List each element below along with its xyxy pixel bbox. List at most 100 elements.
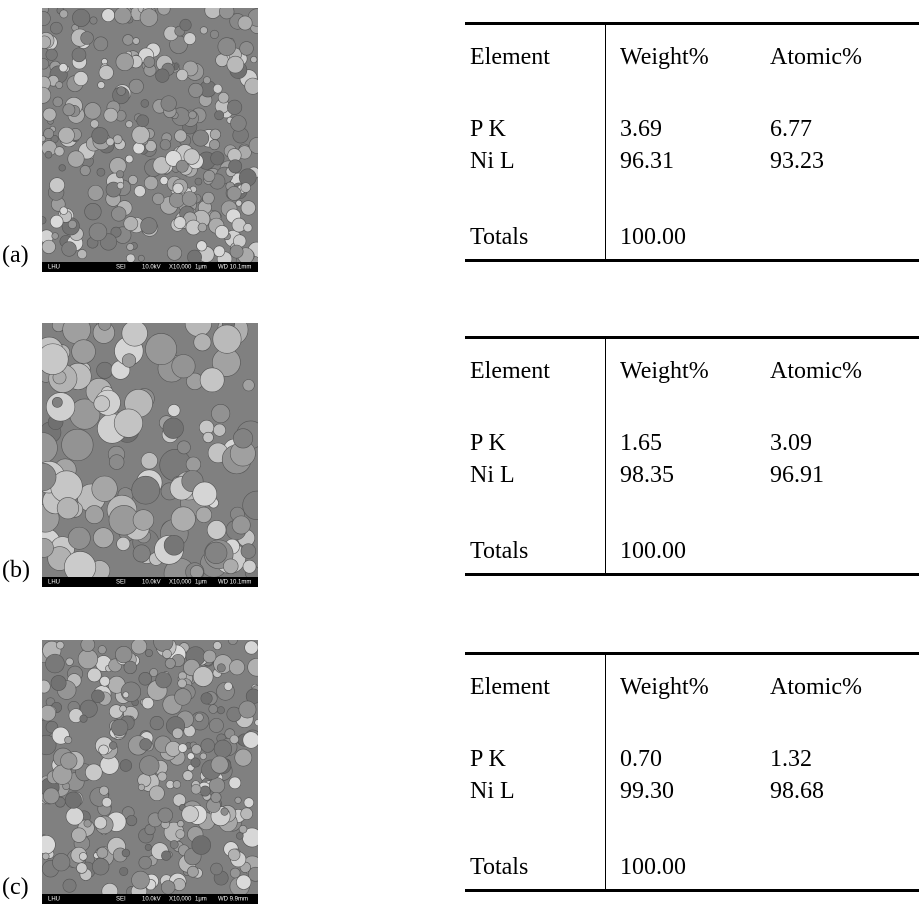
- grain: [116, 171, 123, 178]
- grain: [230, 245, 243, 258]
- grain: [191, 744, 201, 754]
- table-cell: Ni L: [470, 461, 515, 489]
- grain: [121, 682, 141, 702]
- grain: [244, 798, 254, 808]
- grain: [72, 9, 89, 26]
- table-cell: P K: [470, 115, 506, 143]
- grain: [193, 482, 217, 506]
- sem-info-text: LHU: [48, 897, 60, 903]
- grain: [85, 506, 103, 524]
- grain: [192, 836, 211, 855]
- grain: [227, 56, 244, 73]
- grain: [94, 817, 106, 829]
- sem-info-text: WD 10.1mm: [218, 265, 251, 271]
- grain: [104, 108, 118, 122]
- grain: [201, 693, 212, 704]
- grain: [42, 240, 55, 253]
- grain: [217, 707, 224, 714]
- column-divider: [605, 339, 606, 573]
- grain: [224, 682, 232, 690]
- grain: [59, 63, 68, 72]
- grain: [56, 641, 64, 649]
- grain: [156, 672, 172, 688]
- grain: [113, 135, 122, 144]
- table-cell: 100.00: [620, 223, 686, 251]
- eds-table: ElementWeight%Atomic%P K1.653.09Ni L98.3…: [465, 336, 919, 576]
- grain: [142, 697, 154, 709]
- grain: [221, 808, 229, 816]
- grain: [200, 753, 207, 760]
- table-cell: 6.77: [770, 115, 812, 143]
- grain: [74, 71, 88, 85]
- grain: [72, 340, 96, 364]
- grain: [243, 560, 256, 573]
- grain: [120, 705, 127, 712]
- grain: [114, 8, 131, 24]
- grain: [144, 176, 158, 190]
- grain: [230, 868, 240, 878]
- grain: [227, 100, 241, 114]
- grain: [173, 183, 183, 193]
- grain: [186, 457, 201, 472]
- eds-table: ElementWeight%Atomic%P K0.701.32Ni L99.3…: [465, 652, 919, 892]
- grain: [78, 649, 98, 669]
- sem-info-text: SEI: [116, 265, 126, 271]
- sem-info-text: X10,000: [169, 897, 192, 903]
- grain: [60, 10, 68, 18]
- grain: [55, 147, 64, 156]
- grain: [126, 815, 136, 825]
- grain: [72, 828, 87, 843]
- grain: [62, 429, 94, 461]
- grain: [178, 679, 187, 688]
- grain: [114, 409, 142, 437]
- sem-info-text: X10,000: [169, 580, 192, 586]
- grain: [76, 863, 87, 874]
- grain: [203, 650, 216, 663]
- grain: [213, 84, 222, 93]
- grain: [145, 649, 152, 656]
- table-cell: 3.09: [770, 429, 812, 457]
- sem-info-text: WD 9.9mm: [218, 897, 248, 903]
- grain: [68, 151, 84, 167]
- column-divider: [605, 25, 606, 259]
- grain: [211, 404, 229, 422]
- grain: [145, 844, 151, 850]
- grain: [213, 325, 241, 353]
- panel-label: (b): [2, 557, 30, 584]
- grain: [245, 78, 258, 94]
- grain: [92, 858, 109, 875]
- table-cell: Totals: [470, 537, 528, 565]
- grain: [43, 788, 59, 804]
- grain: [125, 155, 133, 163]
- table-cell: Element: [470, 357, 550, 385]
- grain: [243, 732, 258, 749]
- grain: [173, 781, 181, 789]
- grain: [236, 832, 243, 839]
- table-cell: P K: [470, 429, 506, 457]
- grain: [223, 559, 238, 574]
- grain: [117, 182, 124, 189]
- grain: [109, 742, 117, 750]
- grain: [210, 30, 218, 38]
- grain: [52, 397, 62, 407]
- grain: [195, 178, 202, 185]
- table-cell: 100.00: [620, 853, 686, 881]
- grain: [176, 160, 188, 172]
- grain: [191, 784, 201, 794]
- table-cell: 98.35: [620, 461, 674, 489]
- grain: [195, 713, 203, 721]
- table-cell: Totals: [470, 853, 528, 881]
- grain: [175, 689, 192, 706]
- grain: [79, 852, 87, 860]
- page: {"panels": [ {"label": "(a)", "sem_bar":…: [0, 0, 919, 910]
- grain: [209, 140, 219, 150]
- grain: [65, 736, 72, 743]
- grain: [231, 115, 247, 131]
- grain: [203, 432, 214, 443]
- grain: [85, 764, 102, 781]
- grain: [228, 849, 240, 861]
- grain: [109, 455, 124, 470]
- grain: [63, 879, 76, 892]
- grain: [97, 362, 113, 378]
- grain: [122, 849, 130, 857]
